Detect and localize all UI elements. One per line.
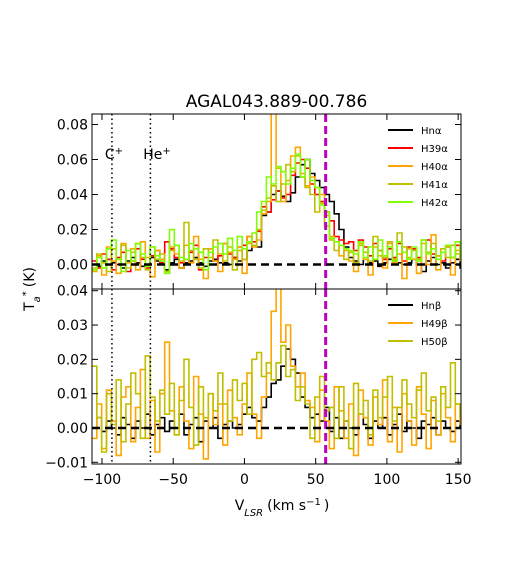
top-panel: 0.00 0.02 0.04 0.06 0.08 Hnα H39α H40α H41α H42α… [57,113,462,290]
bot-ytick-label-2: 0.01 [57,387,88,403]
top-ytick-label-0: 0.00 [57,258,88,274]
x-axis-label: VLSR (km s−1) [235,497,330,519]
bot-legend-label-1: H49β [421,319,448,330]
xtick-label-2: 0 [240,472,249,488]
top-legend-label-2: H40α [421,162,448,173]
bot-ytick-label-1: 0.00 [57,421,88,437]
top-legend-label-0: Hnα [421,126,442,137]
bot-legend-label-0: Hnβ [421,301,441,312]
bot-ytick-label-3: 0.02 [57,352,88,368]
top-ytick-label-4: 0.08 [57,118,88,134]
top-legend: Hnα H39α H40α H41α H42α [388,126,448,209]
y-axis-label: Ta*(K) [21,267,43,312]
bot-ytick-label-4: 0.03 [57,318,88,334]
top-ytick-label-1: 0.02 [57,223,88,239]
bottom-panel-frame [91,288,462,465]
bottom-panel: −0.01 0.00 0.01 0.02 0.03 0.04 −100 −50 0 50 100 15… [45,284,471,488]
bot-series-2 [92,344,461,453]
annotation-1: He+ [143,146,171,164]
top-series-0 [92,158,461,273]
chart-title: AGAL043.889-00.786 [186,92,368,112]
top-ytick-label-3: 0.06 [57,153,88,169]
bottom-legend: Hnβ H49β H50β [388,301,448,348]
top-series-2 [92,114,461,280]
annotation-0: C+ [105,146,123,164]
bot-series-1 [92,289,461,460]
xtick-label-5: 150 [445,472,472,488]
xtick-label-3: 50 [307,472,325,488]
xtick-label-4: 100 [374,472,401,488]
top-ytick-label-2: 0.04 [57,188,88,204]
xtick-label-1: −50 [158,472,188,488]
top-legend-label-4: H42α [421,198,448,209]
bot-ytick-label-0: −0.01 [45,455,88,471]
bot-ytick-label-5: 0.04 [57,284,88,300]
top-legend-label-3: H41α [421,180,448,191]
top-legend-label-1: H39α [421,144,448,155]
bot-legend-label-2: H50β [421,337,448,348]
top-series-4 [92,153,461,275]
xtick-label-0: −100 [83,472,121,488]
top-series-3 [92,155,461,273]
top-series-1 [92,158,461,273]
